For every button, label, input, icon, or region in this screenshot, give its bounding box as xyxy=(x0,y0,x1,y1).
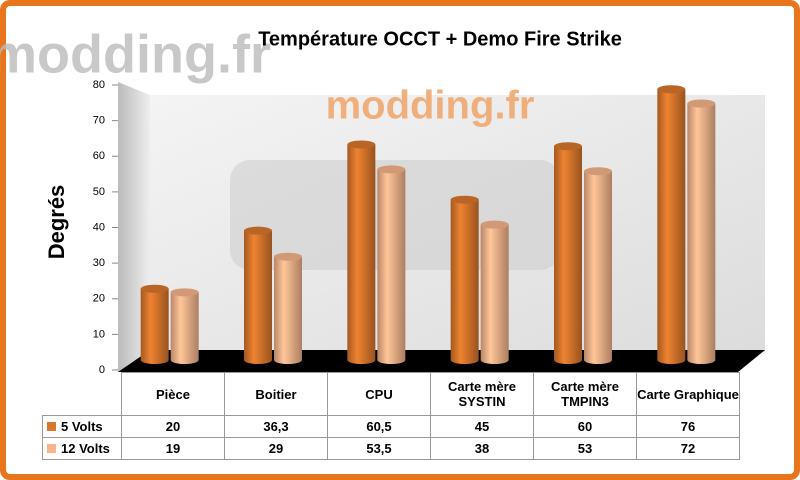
bar-body xyxy=(244,230,272,364)
bar xyxy=(450,195,479,364)
data-label: 20 xyxy=(121,415,225,438)
y-tick-label: 70 xyxy=(93,115,105,127)
bar-top xyxy=(687,99,716,108)
bar-body xyxy=(657,89,686,364)
data-label: 29 xyxy=(224,437,328,460)
bar-top xyxy=(584,167,612,176)
bar xyxy=(244,226,272,364)
bar-body xyxy=(687,103,716,364)
bar-top xyxy=(450,195,479,204)
bar xyxy=(274,252,302,364)
bar xyxy=(480,220,509,364)
bar-top xyxy=(554,142,582,151)
bar-top xyxy=(377,165,406,174)
bar-top xyxy=(274,252,302,261)
bar-body xyxy=(347,144,376,364)
bar xyxy=(170,288,199,364)
bar-body xyxy=(584,171,612,364)
data-label: 19 xyxy=(121,437,225,460)
watermark: modding.fr xyxy=(326,84,535,128)
data-label: 38 xyxy=(430,437,534,460)
legend-entry: 12 Volts xyxy=(42,437,122,460)
legend-label: 12 Volts xyxy=(61,441,110,456)
data-label: 76 xyxy=(636,415,740,438)
data-label: 36,3 xyxy=(224,415,328,438)
bar-body xyxy=(274,256,302,364)
x-tick-label: Pièce xyxy=(121,372,225,416)
table-row: 5 Volts 20 36,3 60,5 45 60 76 xyxy=(42,415,740,438)
legend-label: 5 Volts xyxy=(61,419,103,434)
x-tick-label: Boitier xyxy=(224,372,328,416)
y-tick-label: 50 xyxy=(93,186,105,198)
bar-top xyxy=(480,220,509,229)
bar xyxy=(584,167,612,364)
y-tick-label: 10 xyxy=(93,328,105,340)
data-label: 60,5 xyxy=(327,415,431,438)
bar-top xyxy=(347,140,376,149)
watermark: modding.fr xyxy=(0,24,271,84)
bar xyxy=(554,142,582,364)
bar-body xyxy=(140,288,169,364)
bar-body xyxy=(170,292,199,364)
data-label: 53 xyxy=(533,437,637,460)
x-tick-label: CPU xyxy=(327,372,431,416)
data-label: 53,5 xyxy=(327,437,431,460)
bar xyxy=(657,85,686,364)
y-tick-label: 20 xyxy=(93,293,105,305)
x-tick-label: Carte Graphique xyxy=(636,372,740,416)
chart-title: Température OCCT + Demo Fire Strike xyxy=(258,28,622,50)
table-corner xyxy=(43,373,122,416)
bar-body xyxy=(450,199,479,364)
data-label: 45 xyxy=(430,415,534,438)
legend-swatch xyxy=(47,444,56,453)
y-axis-label: Degrés xyxy=(44,185,69,260)
y-tick-label: 0 xyxy=(99,364,105,376)
y-tick-label: 60 xyxy=(93,150,105,162)
legend-swatch xyxy=(47,422,56,431)
bar-top xyxy=(657,85,686,94)
data-label: 60 xyxy=(533,415,637,438)
legend-entry: 5 Volts xyxy=(42,415,122,438)
bar-body xyxy=(480,224,509,364)
bar-top xyxy=(140,284,169,293)
bar xyxy=(687,99,716,364)
bar xyxy=(377,165,406,364)
data-table: Pièce Boitier CPU Carte mère SYSTIN Carte mè… xyxy=(42,372,740,460)
y-tick-label: 80 xyxy=(93,79,105,91)
bar-top xyxy=(170,288,199,297)
x-tick-label: Carte mère SYSTIN xyxy=(430,372,534,416)
bar xyxy=(347,140,376,364)
bar-body xyxy=(377,169,406,364)
bar-body xyxy=(554,146,582,364)
table-row: 12 Volts 19 29 53,5 38 53 72 xyxy=(42,437,740,460)
bar-top xyxy=(244,226,272,235)
y-tick-label: 30 xyxy=(93,257,105,269)
y-tick-label: 40 xyxy=(93,221,105,233)
table-header-row: Pièce Boitier CPU Carte mère SYSTIN Carte mè… xyxy=(43,372,740,416)
data-label: 72 xyxy=(636,437,740,460)
bar xyxy=(140,284,169,364)
x-tick-label: Carte mère TMPIN3 xyxy=(533,372,637,416)
